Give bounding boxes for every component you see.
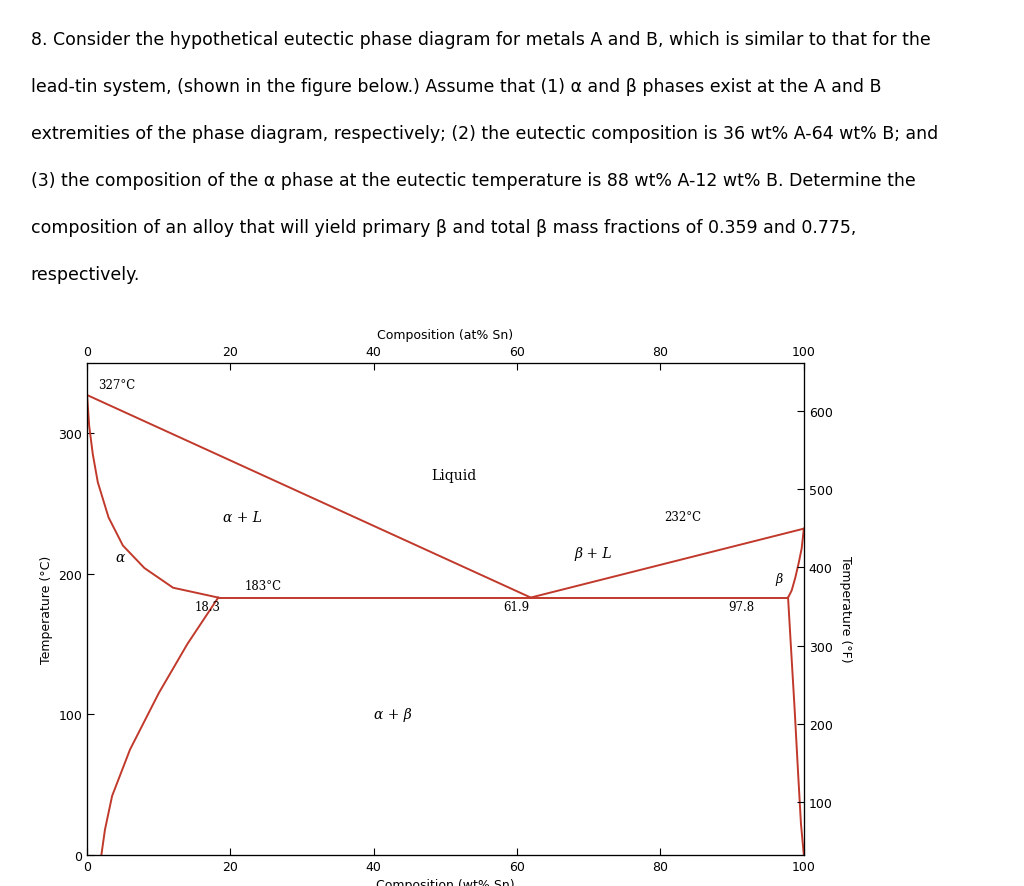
Text: (3) the composition of the α phase at the eutectic temperature is 88 wt% A-12 wt: (3) the composition of the α phase at th… [31,172,915,190]
Text: β + L: β + L [574,546,612,560]
Text: 18.3: 18.3 [195,601,220,613]
Text: β: β [775,572,782,586]
Text: 183°C: 183°C [245,579,282,592]
Text: α: α [116,550,125,564]
Text: α + L: α + L [223,511,262,525]
Text: 61.9: 61.9 [503,601,529,613]
Text: lead-tin system, (shown in the figure below.) Assume that (1) α and β phases exi: lead-tin system, (shown in the figure be… [31,78,882,96]
Text: 8. Consider the hypothetical eutectic phase diagram for metals A and B, which is: 8. Consider the hypothetical eutectic ph… [31,31,931,49]
Text: Liquid: Liquid [431,469,476,483]
X-axis label: Composition (wt% Sn): Composition (wt% Sn) [376,878,515,886]
Y-axis label: Temperature (°C): Temperature (°C) [40,555,53,664]
Text: extremities of the phase diagram, respectively; (2) the eutectic composition is : extremities of the phase diagram, respec… [31,125,938,143]
Text: 97.8: 97.8 [728,601,755,613]
Text: composition of an alloy that will yield primary β and total β mass fractions of : composition of an alloy that will yield … [31,219,856,237]
X-axis label: Composition (at% Sn): Composition (at% Sn) [378,329,513,341]
Text: 232°C: 232°C [664,510,701,524]
Text: 327°C: 327°C [98,378,135,392]
Text: respectively.: respectively. [31,266,140,284]
Y-axis label: Temperature (°F): Temperature (°F) [839,556,852,663]
Text: α + β: α + β [374,708,412,721]
